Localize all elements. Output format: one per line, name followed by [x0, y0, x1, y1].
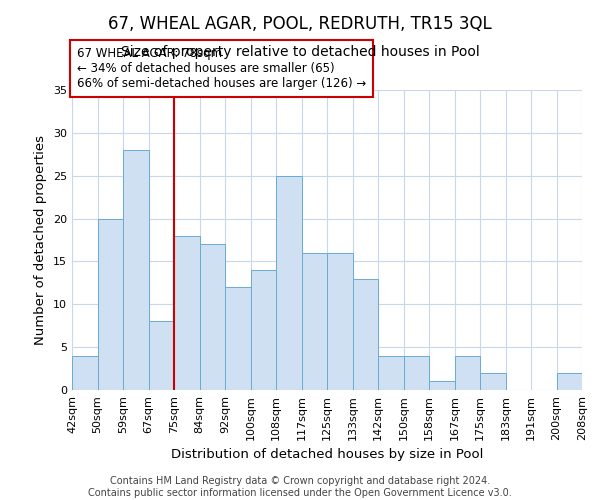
Bar — [174, 236, 199, 390]
Bar — [353, 278, 378, 390]
Bar — [327, 253, 353, 390]
Bar — [72, 356, 97, 390]
Bar — [480, 373, 505, 390]
Bar — [276, 176, 302, 390]
Bar — [429, 382, 455, 390]
X-axis label: Distribution of detached houses by size in Pool: Distribution of detached houses by size … — [171, 448, 483, 461]
Bar — [404, 356, 429, 390]
Bar — [123, 150, 149, 390]
Bar — [251, 270, 276, 390]
Bar — [97, 218, 123, 390]
Text: Size of property relative to detached houses in Pool: Size of property relative to detached ho… — [121, 45, 479, 59]
Bar — [225, 287, 251, 390]
Bar — [378, 356, 404, 390]
Text: 67, WHEAL AGAR, POOL, REDRUTH, TR15 3QL: 67, WHEAL AGAR, POOL, REDRUTH, TR15 3QL — [108, 15, 492, 33]
Bar — [302, 253, 327, 390]
Bar — [557, 373, 582, 390]
Y-axis label: Number of detached properties: Number of detached properties — [34, 135, 47, 345]
Bar — [199, 244, 225, 390]
Bar — [455, 356, 480, 390]
Text: Contains HM Land Registry data © Crown copyright and database right 2024.
Contai: Contains HM Land Registry data © Crown c… — [88, 476, 512, 498]
Bar — [149, 322, 174, 390]
Text: 67 WHEAL AGAR: 78sqm
← 34% of detached houses are smaller (65)
66% of semi-detac: 67 WHEAL AGAR: 78sqm ← 34% of detached h… — [77, 47, 367, 90]
